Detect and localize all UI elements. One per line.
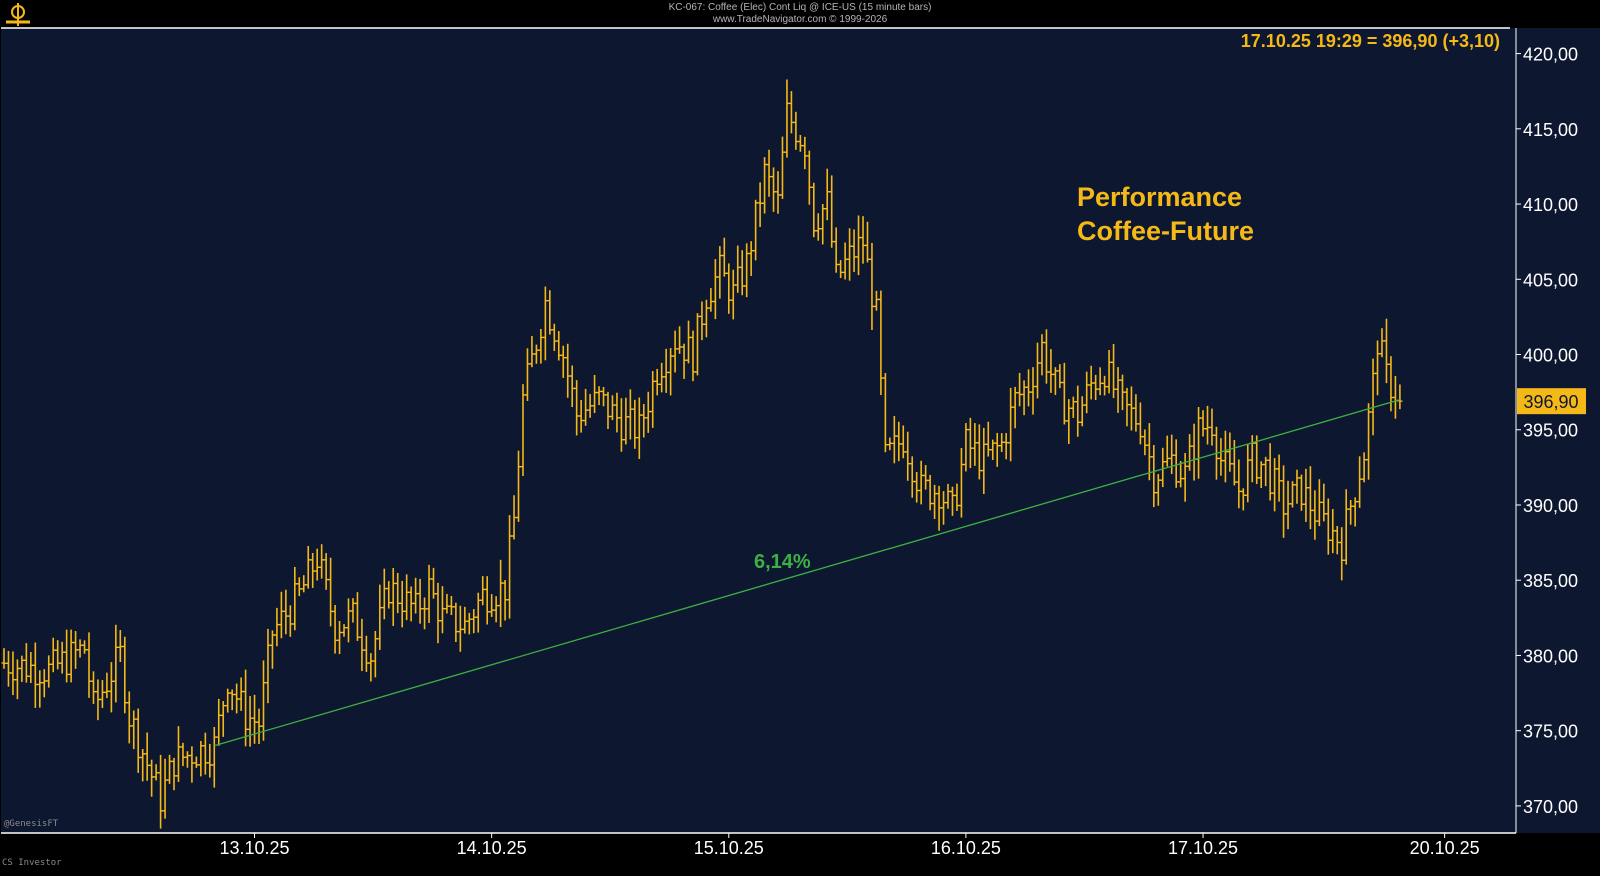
x-tick-label: 15.10.25 <box>694 838 764 858</box>
chart-title-line: Performance <box>1077 182 1242 212</box>
y-tick-label: 385,00 <box>1523 571 1578 591</box>
y-tick-label: 395,00 <box>1523 421 1578 441</box>
y-tick-label: 375,00 <box>1523 722 1578 742</box>
y-tick-label: 400,00 <box>1523 346 1578 366</box>
x-tick-label: 14.10.25 <box>457 838 527 858</box>
x-tick-label: 16.10.25 <box>931 838 1001 858</box>
chart-title-line: Coffee-Future <box>1077 216 1254 246</box>
y-tick-label: 405,00 <box>1523 270 1578 290</box>
x-tick-label: 17.10.25 <box>1168 838 1238 858</box>
x-tick-label: 13.10.25 <box>220 838 290 858</box>
y-tick-label: 370,00 <box>1523 797 1578 817</box>
chart-header-copyright: www.TradeNavigator.com © 1999-2026 <box>712 14 888 25</box>
trendline-label: 6,14% <box>754 551 811 573</box>
last-price-box <box>1517 388 1586 415</box>
chart-header-title: KC-067: Coffee (Elec) Cont Liq @ ICE-US … <box>668 2 932 13</box>
chart-title: Performance Coffee-Future <box>1077 182 1254 246</box>
watermark-label: CS Investor <box>2 858 62 868</box>
tradenavigator-logo-icon <box>6 3 30 26</box>
x-tick-label: 20.10.25 <box>1410 838 1480 858</box>
y-tick-label: 415,00 <box>1523 120 1578 140</box>
trendline[interactable] <box>214 399 1401 747</box>
data-source-label: @GenesisFT <box>4 819 59 829</box>
y-axis: 420,00 415,00 410,00 405,00 400,00 395,00 390,… <box>1516 45 1578 817</box>
last-price-tag: 396,90 <box>1517 388 1586 415</box>
y-tick-label: 380,00 <box>1523 646 1578 666</box>
price-axis-background <box>1516 28 1600 833</box>
price-bars <box>1 79 1403 829</box>
plot-background <box>1 28 1516 833</box>
x-axis: 13.10.25 14.10.25 15.10.25 16.10.25 17.10.25… <box>220 833 1480 858</box>
y-tick-label: 410,00 <box>1523 195 1578 215</box>
y-tick-label: 420,00 <box>1523 45 1578 65</box>
y-tick-label: 390,00 <box>1523 496 1578 516</box>
last-price-value: 396,90 <box>1523 392 1578 412</box>
quote-readout: 17.10.25 19:29 = 396,90 (+3,10) <box>1241 31 1500 51</box>
